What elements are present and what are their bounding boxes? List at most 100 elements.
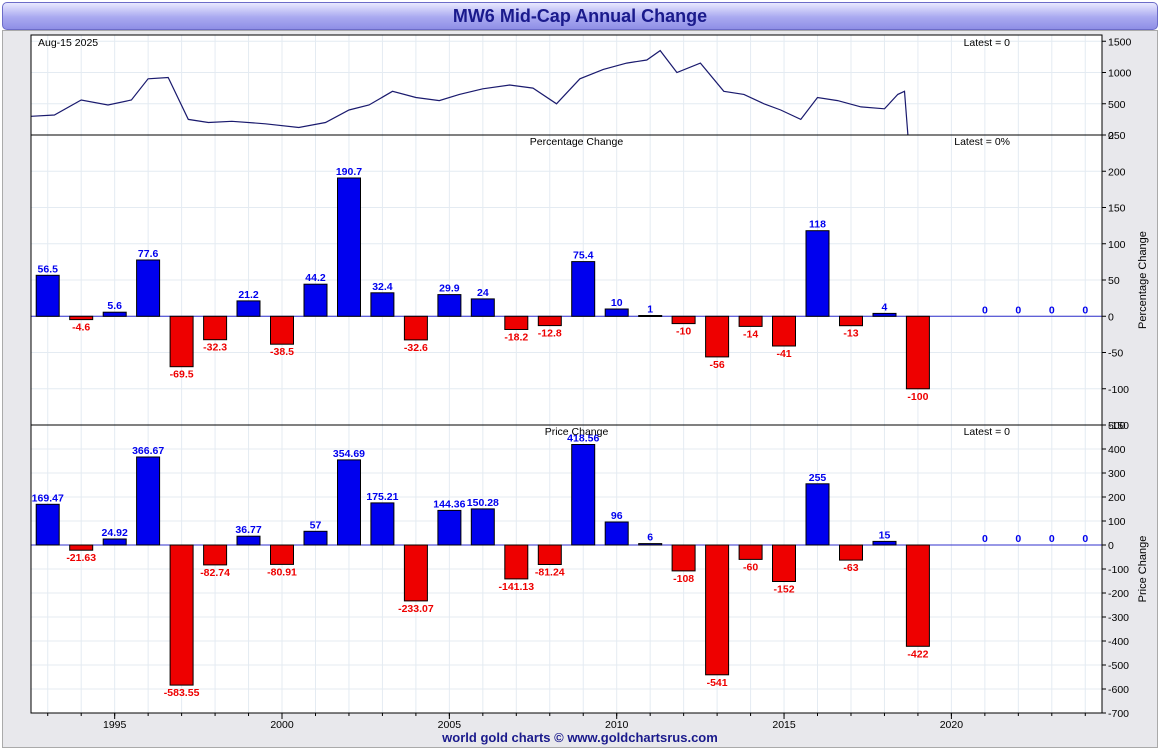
- price-change-data-label: 144.36: [433, 498, 465, 510]
- percentage-data-label: -14: [743, 328, 758, 340]
- percentage-data-label: -10: [676, 326, 691, 338]
- price-change-y-tick-label: 500: [1108, 420, 1126, 432]
- price-change-bar: [772, 544, 796, 582]
- price-change-data-label: 57: [310, 519, 322, 531]
- percentage-bar: [203, 315, 228, 341]
- price-change-data-label: -141.13: [498, 581, 534, 593]
- percentage-data-label: -69.5: [170, 369, 194, 381]
- price-y-tick-label: 1000: [1108, 68, 1132, 80]
- price-change-data-label: 96: [611, 510, 623, 522]
- percentage-bar: [69, 315, 94, 321]
- price-change-data-label: 0: [982, 533, 988, 545]
- panel-3-border: [30, 424, 1103, 714]
- title-bar: MW6 Mid-Cap Annual Change: [2, 2, 1158, 30]
- percentage-data-label: 5.6: [107, 300, 122, 312]
- percentage-data-label: 44.2: [305, 272, 326, 284]
- x-tick-label: 2005: [438, 719, 462, 731]
- percentage-data-label: -38.5: [270, 346, 294, 358]
- price-change-y-tick-label: -400: [1108, 636, 1129, 648]
- price-change-bar: [671, 544, 696, 572]
- price-change-bar: [35, 503, 60, 546]
- price-change-latest-label: Latest = 0: [964, 426, 1011, 438]
- x-tick-label: 2010: [605, 719, 629, 731]
- percentage-data-label: 4: [882, 301, 888, 313]
- percentage-data-label: -32.3: [203, 342, 227, 354]
- price-change-bar: [805, 483, 830, 546]
- percentage-data-label: -100: [907, 391, 928, 403]
- price-change-y-tick-label: 100: [1108, 516, 1126, 528]
- price-change-bar: [705, 544, 730, 676]
- percentage-y-axis-label: Percentage Change: [1137, 231, 1149, 329]
- price-change-y-tick-label: -600: [1108, 684, 1129, 696]
- percentage-bar: [236, 300, 261, 317]
- price-change-y-tick-label: -200: [1108, 588, 1129, 600]
- price-change-bar: [203, 544, 228, 566]
- price-change-bar: [102, 538, 127, 546]
- price-change-y-tick-label: -300: [1108, 612, 1129, 624]
- price-change-data-label: 175.21: [366, 491, 398, 503]
- price-change-bar: [638, 543, 663, 546]
- price-latest-label: Latest = 0: [964, 37, 1011, 49]
- x-tick-label: 2020: [940, 719, 964, 731]
- percentage-data-label: 0: [1082, 304, 1088, 316]
- percentage-data-label: 21.2: [238, 289, 259, 301]
- percentage-bar: [537, 315, 562, 327]
- percentage-data-label: 75.4: [573, 250, 594, 262]
- price-date-label: Aug-15 2025: [38, 37, 98, 49]
- x-tick-label: 2000: [270, 719, 294, 731]
- price-change-bar: [470, 508, 495, 546]
- percentage-data-label: 10: [611, 297, 623, 309]
- percentage-data-label: 0: [1015, 304, 1021, 316]
- price-change-data-label: -583.55: [164, 687, 200, 699]
- price-y-tick-label: 1500: [1108, 36, 1132, 48]
- price-change-bar: [270, 544, 294, 565]
- price-change-data-label: -82.74: [200, 567, 230, 579]
- percentage-data-label: 0: [982, 304, 988, 316]
- price-change-data-label: 0: [1082, 533, 1088, 545]
- percentage-data-label: -18.2: [504, 331, 528, 343]
- percentage-bar: [270, 315, 294, 345]
- percentage-y-tick-label: 0: [1108, 311, 1114, 323]
- percentage-data-label: 0: [1049, 304, 1055, 316]
- price-change-data-label: 255: [809, 472, 827, 484]
- price-change-bar: [571, 444, 596, 546]
- x-tick-label: 2015: [772, 719, 796, 731]
- percentage-data-label: 118: [809, 219, 826, 231]
- price-change-data-label: 366.67: [132, 445, 164, 457]
- price-change-data-label: -63: [843, 562, 858, 574]
- percentage-bar: [504, 315, 529, 330]
- price-change-y-tick-label: 400: [1108, 444, 1126, 456]
- percentage-bar: [102, 311, 127, 317]
- price-change-y-tick-label: -100: [1108, 564, 1129, 576]
- percentage-bar: [370, 292, 395, 317]
- percentage-data-label: 77.6: [138, 248, 159, 260]
- price-change-bar: [136, 456, 161, 546]
- price-change-bar: [604, 521, 629, 546]
- percentage-y-tick-label: -150: [1108, 420, 1129, 432]
- price-change-y-tick-label: 200: [1108, 492, 1126, 504]
- percentage-bar: [905, 315, 930, 390]
- percentage-bar: [805, 230, 830, 317]
- chart-title: MW6 Mid-Cap Annual Change: [452, 5, 708, 26]
- price-change-data-label: -108: [673, 573, 694, 585]
- percentage-bar: [638, 315, 663, 317]
- price-change-data-label: -80.91: [267, 566, 297, 578]
- percentage-data-label: -4.6: [72, 322, 90, 334]
- price-change-y-axis-label: Price Change: [1137, 536, 1149, 603]
- percentage-bar: [35, 274, 60, 317]
- x-tick-label: 1995: [103, 719, 127, 731]
- percentage-bar: [303, 283, 328, 317]
- percentage-bar: [403, 315, 428, 341]
- percentage-y-tick-label: 50: [1108, 275, 1120, 287]
- percentage-bar: [872, 312, 897, 317]
- price-change-data-label: 169.47: [32, 492, 64, 504]
- percentage-data-label: 56.5: [38, 263, 59, 275]
- percentage-data-label: 1: [647, 304, 653, 316]
- percentage-bar: [738, 315, 763, 327]
- percentage-bar: [571, 261, 596, 317]
- price-change-y-tick-label: -700: [1108, 708, 1129, 720]
- price-change-bar: [738, 544, 763, 560]
- percentage-bar: [470, 298, 495, 317]
- price-line-series: [30, 49, 909, 136]
